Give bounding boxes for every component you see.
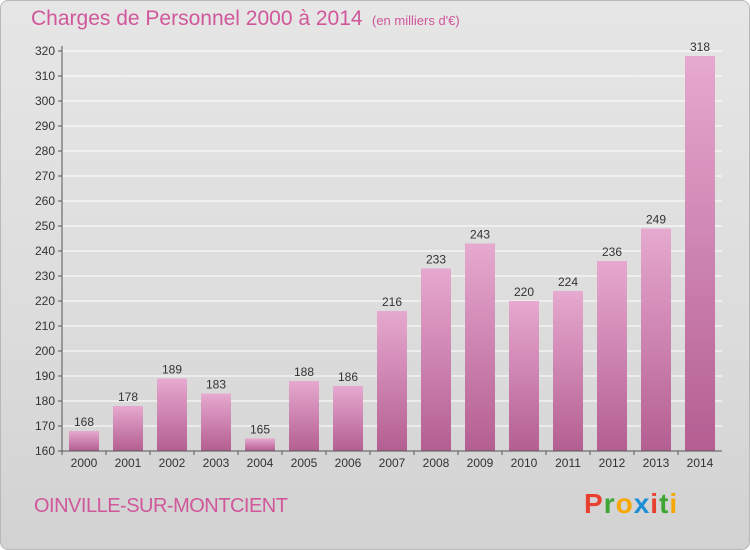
- bar: [157, 378, 187, 451]
- value-label: 243: [470, 228, 490, 242]
- x-tick-label: 2005: [291, 456, 318, 470]
- y-tick-label: 320: [35, 44, 55, 58]
- y-tick-label: 260: [35, 194, 55, 208]
- value-label: 189: [162, 363, 182, 377]
- value-label: 236: [602, 245, 622, 259]
- y-tick-label: 240: [35, 244, 55, 258]
- y-tick-label: 160: [35, 444, 55, 458]
- value-label: 186: [338, 370, 358, 384]
- proxiti-logo: Proxiti: [584, 488, 678, 520]
- bar: [377, 311, 407, 451]
- value-label: 168: [74, 415, 94, 429]
- y-tick-label: 200: [35, 344, 55, 358]
- x-tick-label: 2009: [467, 456, 494, 470]
- value-label: 216: [382, 295, 402, 309]
- bar: [245, 438, 275, 451]
- bar: [509, 301, 539, 451]
- value-label: 165: [250, 423, 270, 437]
- bar: [597, 261, 627, 451]
- bar: [685, 56, 715, 451]
- value-label: 188: [294, 365, 314, 379]
- bar: [421, 268, 451, 451]
- y-tick-label: 280: [35, 144, 55, 158]
- bar: [641, 228, 671, 451]
- labels: 160 170 180 190 200 210 220 230 240 250 260 270 280 2…: [35, 40, 714, 470]
- x-tick-label: 2012: [599, 456, 626, 470]
- axes: [58, 46, 722, 455]
- logo-letter: i: [650, 488, 660, 519]
- y-tick-label: 190: [35, 369, 55, 383]
- y-tick-label: 220: [35, 294, 55, 308]
- x-tick-label: 2011: [555, 456, 581, 470]
- y-tick-label: 170: [35, 419, 55, 433]
- bar: [333, 386, 363, 451]
- bar: [201, 393, 231, 451]
- value-label: 183: [206, 378, 226, 392]
- y-tick-label: 180: [35, 394, 55, 408]
- bar: [465, 243, 495, 451]
- x-tick-label: 2000: [71, 456, 98, 470]
- x-tick-label: 2007: [379, 456, 406, 470]
- value-label: 249: [646, 213, 666, 227]
- x-tick-label: 2002: [159, 456, 186, 470]
- x-tick-label: 2014: [687, 456, 714, 470]
- y-tick-label: 310: [35, 69, 55, 83]
- logo-letter: t: [659, 488, 670, 519]
- bar: [113, 406, 143, 451]
- bar: [289, 381, 319, 451]
- bar: [69, 431, 99, 451]
- y-tick-label: 270: [35, 169, 55, 183]
- value-label: 220: [514, 285, 534, 299]
- commune-name: OINVILLE-SUR-MONTCIENT: [34, 495, 288, 517]
- x-tick-label: 2010: [511, 456, 538, 470]
- value-label: 178: [118, 390, 138, 404]
- logo-letter: P: [584, 488, 604, 519]
- y-tick-label: 230: [35, 269, 55, 283]
- logo-letter: x: [633, 488, 651, 519]
- y-tick-label: 300: [35, 94, 55, 108]
- bars: [69, 56, 715, 451]
- value-label: 318: [690, 40, 710, 54]
- bar: [553, 291, 583, 451]
- x-tick-label: 2004: [247, 456, 274, 470]
- value-label: 224: [558, 275, 578, 289]
- chart-title: Charges de Personnel 2000 à 2014: [31, 7, 363, 30]
- logo-letter: r: [603, 488, 616, 519]
- x-tick-label: 2013: [643, 456, 670, 470]
- y-tick-label: 210: [35, 319, 55, 333]
- x-tick-label: 2008: [423, 456, 450, 470]
- logo-letter: o: [615, 488, 634, 519]
- x-tick-label: 2006: [335, 456, 362, 470]
- chart-subtitle: (en milliers d'€): [372, 13, 460, 28]
- y-tick-label: 250: [35, 219, 55, 233]
- value-label: 233: [426, 253, 446, 267]
- y-tick-label: 290: [35, 119, 55, 133]
- logo-letter: i: [669, 488, 679, 519]
- x-tick-label: 2001: [115, 456, 142, 470]
- x-tick-label: 2003: [203, 456, 230, 470]
